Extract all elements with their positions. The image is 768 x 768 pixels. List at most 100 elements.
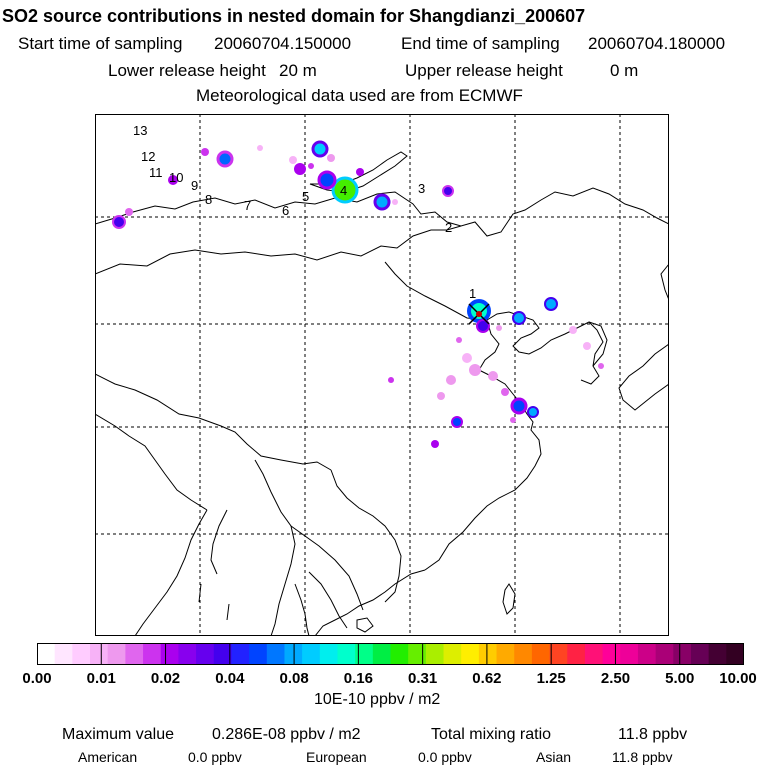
colorbar-tick-label: 2.50: [600, 670, 631, 687]
european-label: European: [306, 749, 367, 765]
colorbar-cell: [549, 643, 568, 665]
upper-height-value: 0 m: [610, 61, 639, 80]
colorbar-cell: [160, 643, 180, 665]
colorbar-tick-label: 0.04: [215, 670, 245, 687]
end-time-label: End time of sampling: [401, 34, 560, 53]
upper-height-label: Upper release height: [405, 61, 563, 80]
colorbar-cell: [37, 643, 56, 665]
map-panel: 1 2 3 4 5 6 7 8 9 10 11 12 13: [95, 114, 669, 636]
colorbar-cell: [90, 643, 109, 665]
lower-height-label: Lower release height: [108, 61, 266, 80]
trajectory-label: 6: [282, 203, 289, 218]
colorbar-cell: [72, 643, 91, 665]
colorbar-cell: [249, 643, 268, 665]
concentration-blob: [488, 371, 498, 381]
concentration-blob: [294, 163, 306, 175]
colorbar-cell: [337, 643, 356, 665]
colorbar-cell: [690, 643, 710, 665]
colorbar-cell: [443, 643, 462, 665]
trajectory-label: 12: [141, 149, 155, 164]
concentration-blob: [462, 353, 472, 363]
trajectory-label: 2: [445, 220, 452, 235]
colorbar-cell: [514, 643, 533, 665]
concentration-blob: [437, 392, 445, 400]
colorbar-tick-label: 0.02: [150, 670, 181, 687]
colorbar-cell: [266, 643, 286, 665]
concentration-blob: [331, 176, 359, 204]
colorbar-cell: [178, 643, 197, 665]
concentration-blob: [112, 215, 126, 229]
colorbar-cell: [408, 643, 427, 665]
trajectory-label: 3: [418, 181, 425, 196]
concentration-blob: [201, 148, 209, 156]
concentration-blob: [469, 364, 481, 376]
trajectory-label: 8: [205, 192, 212, 207]
concentration-blob: [544, 297, 558, 311]
concentration-blob: [311, 140, 329, 158]
concentration-blob: [598, 363, 604, 369]
concentration-blob: [496, 325, 502, 331]
trajectory-labels: 1 2 3 4 5 6 7 8 9 10 11 12 13: [133, 123, 476, 301]
concentration-blob: [583, 342, 591, 350]
concentration-blob: [446, 375, 456, 385]
concentration-blob: [257, 145, 263, 151]
trajectory-label: 7: [244, 198, 251, 213]
receptor-marker: [468, 303, 490, 325]
colorbar-cell: [602, 643, 621, 665]
colorbar-cell: [284, 643, 303, 665]
concentration-blob: [168, 175, 178, 185]
colorbar-tick-label: 0.31: [408, 670, 438, 687]
concentration-blob: [317, 170, 337, 190]
colorbar-cell: [231, 643, 250, 665]
european-value: 0.0 ppbv: [418, 749, 472, 765]
colorbar-cell: [708, 643, 727, 665]
colorbar-cell: [319, 643, 339, 665]
concentration-blob: [501, 388, 509, 396]
colorbar-cell: [213, 643, 233, 665]
colorbar-cell: [496, 643, 515, 665]
colorbar-tick-label: 5.00: [665, 670, 695, 687]
end-time-value: 20060704.180000: [588, 34, 726, 53]
colorbar-cell: [107, 643, 126, 665]
concentration-blob: [510, 397, 528, 415]
colorbar-tick-label: 0.01: [86, 670, 116, 687]
colorbar-cell: [478, 643, 498, 665]
colorbar-tick-label: 0.00: [22, 670, 52, 687]
colorbar-cell: [143, 643, 162, 665]
colorbar: [37, 643, 744, 665]
concentration-blob: [216, 150, 234, 168]
map-boundaries: [95, 151, 669, 636]
trajectory-label: 9: [191, 178, 198, 193]
colorbar-cell: [302, 643, 321, 665]
concentration-blob: [373, 193, 391, 211]
colorbar-cell: [655, 643, 674, 665]
colorbar-cell: [673, 643, 692, 665]
total-mixing-value: 11.8 ppbv: [618, 726, 688, 743]
colorbar-cell: [425, 643, 445, 665]
asian-label: Asian: [536, 749, 572, 765]
colorbar-tick-label: 0.08: [279, 670, 309, 687]
page-title: SO2 source contributions in nested domai…: [2, 6, 586, 26]
concentration-blob: [431, 440, 439, 448]
concentration-blob: [510, 417, 516, 423]
colorbar-cell: [54, 643, 73, 665]
colorbar-cell: [196, 643, 215, 665]
colorbar-cell: [620, 643, 639, 665]
trajectory-label: 11: [149, 165, 163, 180]
colorbar-tick-label: 1.25: [536, 670, 566, 687]
concentration-blob: [125, 208, 133, 216]
colorbar-cell: [125, 643, 144, 665]
colorbar-tick-label: 10.00: [719, 670, 757, 687]
trajectory-label: 13: [133, 123, 147, 138]
colorbar-cell: [567, 643, 586, 665]
colorbar-cell: [372, 643, 392, 665]
colorbar-tick-label: 0.62: [472, 670, 502, 687]
concentration-blob: [442, 185, 454, 197]
colorbar-cell: [531, 643, 551, 665]
colorbar-cell: [584, 643, 604, 665]
asian-value: 11.8 ppbv: [612, 749, 673, 765]
american-value: 0.0 ppbv: [188, 749, 242, 765]
max-value-label: Maximum value: [62, 726, 175, 743]
concentration-blob: [289, 156, 297, 164]
concentration-blob: [392, 199, 398, 205]
